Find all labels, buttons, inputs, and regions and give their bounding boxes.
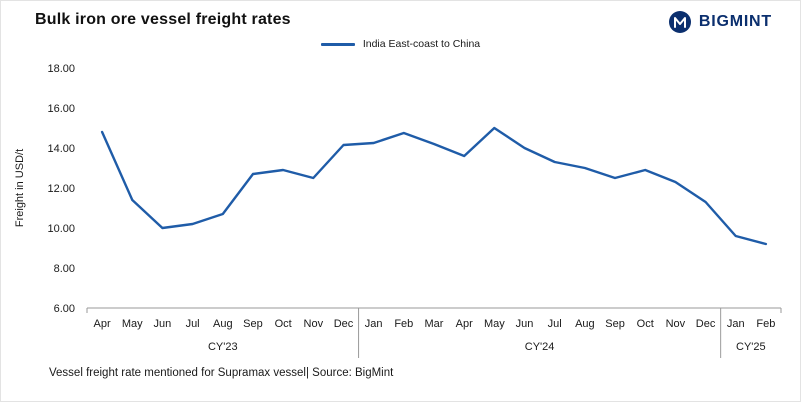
svg-text:Aug: Aug: [213, 318, 233, 330]
bigmint-logo-icon: [668, 11, 691, 33]
svg-text:Oct: Oct: [275, 318, 292, 330]
svg-text:Freight in USD/t: Freight in USD/t: [14, 149, 26, 227]
svg-text:Nov: Nov: [304, 318, 324, 330]
svg-text:16.00: 16.00: [47, 103, 75, 115]
svg-text:Jan: Jan: [365, 318, 383, 330]
source-note: Vessel freight rate mentioned for Supram…: [49, 367, 394, 379]
svg-text:Nov: Nov: [666, 318, 686, 330]
chart-area: 6.00 8.00 10.00 12.00 14.00 16.00 18.00 Apr May J…: [1, 54, 800, 367]
legend: India East-coast to China: [1, 38, 800, 50]
svg-text:6.00: 6.00: [54, 303, 75, 315]
svg-text:Apr: Apr: [94, 318, 111, 330]
svg-text:Mar: Mar: [425, 318, 444, 330]
header: Bulk iron ore vessel freight rates BIGMI…: [1, 1, 800, 34]
svg-text:14.00: 14.00: [47, 143, 75, 155]
svg-text:8.00: 8.00: [54, 263, 75, 275]
legend-line-swatch: [320, 42, 355, 46]
svg-text:CY'23: CY'23: [208, 341, 238, 353]
svg-text:Feb: Feb: [756, 318, 775, 330]
svg-text:12.00: 12.00: [47, 183, 75, 195]
svg-text:Dec: Dec: [696, 318, 716, 330]
svg-text:CY'25: CY'25: [736, 341, 766, 353]
svg-text:Jul: Jul: [548, 318, 562, 330]
bigmint-logo: BIGMINT: [668, 10, 772, 34]
svg-text:Jun: Jun: [154, 318, 172, 330]
svg-text:May: May: [484, 318, 505, 330]
svg-text:Jan: Jan: [727, 318, 745, 330]
svg-text:CY'24: CY'24: [525, 341, 555, 353]
svg-text:Sep: Sep: [243, 318, 263, 330]
svg-text:Sep: Sep: [605, 318, 625, 330]
freight-line-chart: 6.00 8.00 10.00 12.00 14.00 16.00 18.00 Apr May J…: [14, 63, 782, 358]
svg-text:Apr: Apr: [456, 318, 473, 330]
svg-text:Jul: Jul: [186, 318, 200, 330]
svg-text:May: May: [122, 318, 143, 330]
svg-text:Dec: Dec: [334, 318, 354, 330]
brand-name: BIGMINT: [698, 13, 772, 30]
page-title: Bulk iron ore vessel freight rates: [35, 11, 291, 28]
svg-text:Aug: Aug: [575, 318, 595, 330]
legend-label: India East-coast to China: [362, 38, 481, 50]
svg-text:Feb: Feb: [394, 318, 413, 330]
svg-text:18.00: 18.00: [47, 63, 75, 75]
svg-text:Jun: Jun: [516, 318, 534, 330]
svg-text:Oct: Oct: [637, 318, 654, 330]
svg-text:10.00: 10.00: [47, 223, 75, 235]
